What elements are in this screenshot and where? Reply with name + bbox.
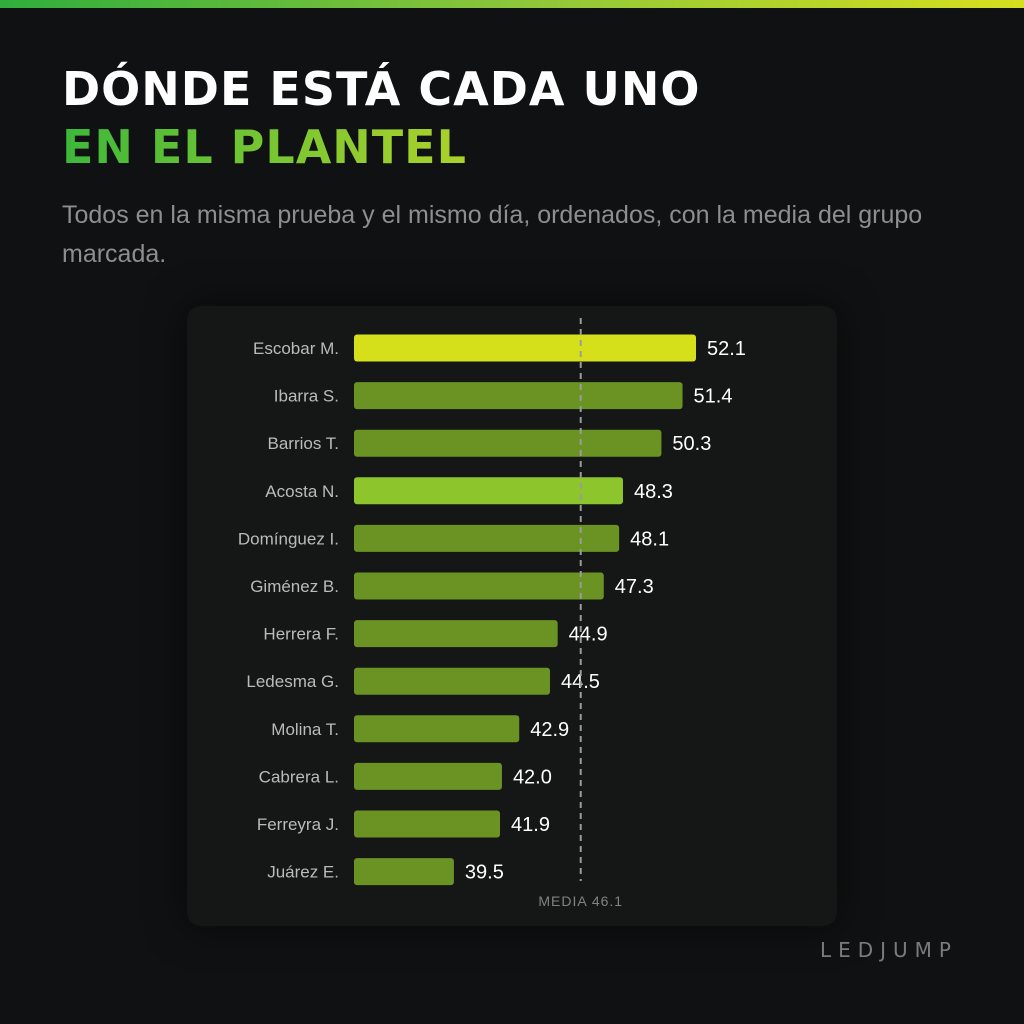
category-label: Cabrera L.: [259, 767, 339, 786]
bar: [354, 572, 604, 600]
category-label: Ferreyra J.: [257, 815, 339, 834]
category-label: Domínguez I.: [238, 529, 339, 548]
value-label: 50.3: [672, 433, 711, 455]
value-label: 51.4: [694, 386, 733, 408]
title-line-2: EN EL PLANTEL: [62, 118, 701, 176]
category-label: Herrera F.: [263, 625, 339, 644]
value-label: 41.9: [511, 814, 550, 836]
value-label: 39.5: [465, 862, 504, 884]
bar: [354, 382, 683, 410]
title-line-1: DÓNDE ESTÁ CADA UNO: [62, 62, 701, 116]
category-label: Barrios T.: [268, 434, 340, 453]
category-label: Juárez E.: [267, 863, 339, 882]
category-label: Ibarra S.: [274, 387, 339, 406]
category-label: Molina T.: [271, 720, 339, 739]
bar: [354, 620, 558, 648]
bar: [354, 334, 696, 362]
top-accent-stripe: [0, 0, 1024, 8]
value-label: 44.9: [569, 624, 608, 646]
value-label: 47.3: [615, 576, 654, 598]
bar: [354, 667, 550, 695]
value-label: 42.9: [530, 719, 569, 741]
bar: [354, 762, 502, 790]
category-label: Ledesma G.: [246, 672, 339, 691]
page-title: DÓNDE ESTÁ CADA UNO EN EL PLANTEL: [62, 60, 701, 176]
value-label: 42.0: [513, 766, 552, 788]
mean-label: MEDIA 46.1: [538, 893, 623, 909]
bar: [354, 477, 623, 505]
bar-chart: Escobar M. 52.1 Ibarra S. 51.4 Barrios T. 50.…: [238, 318, 746, 909]
chart-card: Escobar M. 52.1 Ibarra S. 51.4 Barrios T. 50.…: [187, 306, 837, 926]
bar: [354, 715, 520, 743]
category-label: Acosta N.: [265, 482, 339, 501]
brand-logo: LEDJUMP: [819, 938, 958, 962]
category-label: Escobar M.: [253, 339, 339, 358]
bar: [354, 524, 620, 552]
subtitle: Todos en la misma prueba y el mismo día,…: [62, 201, 923, 268]
value-label: 48.3: [634, 481, 673, 503]
value-label: 48.1: [630, 528, 669, 550]
value-label: 52.1: [707, 338, 746, 360]
category-label: Giménez B.: [250, 577, 339, 596]
bar: [354, 429, 662, 457]
bar: [354, 858, 454, 886]
bar: [354, 810, 501, 838]
